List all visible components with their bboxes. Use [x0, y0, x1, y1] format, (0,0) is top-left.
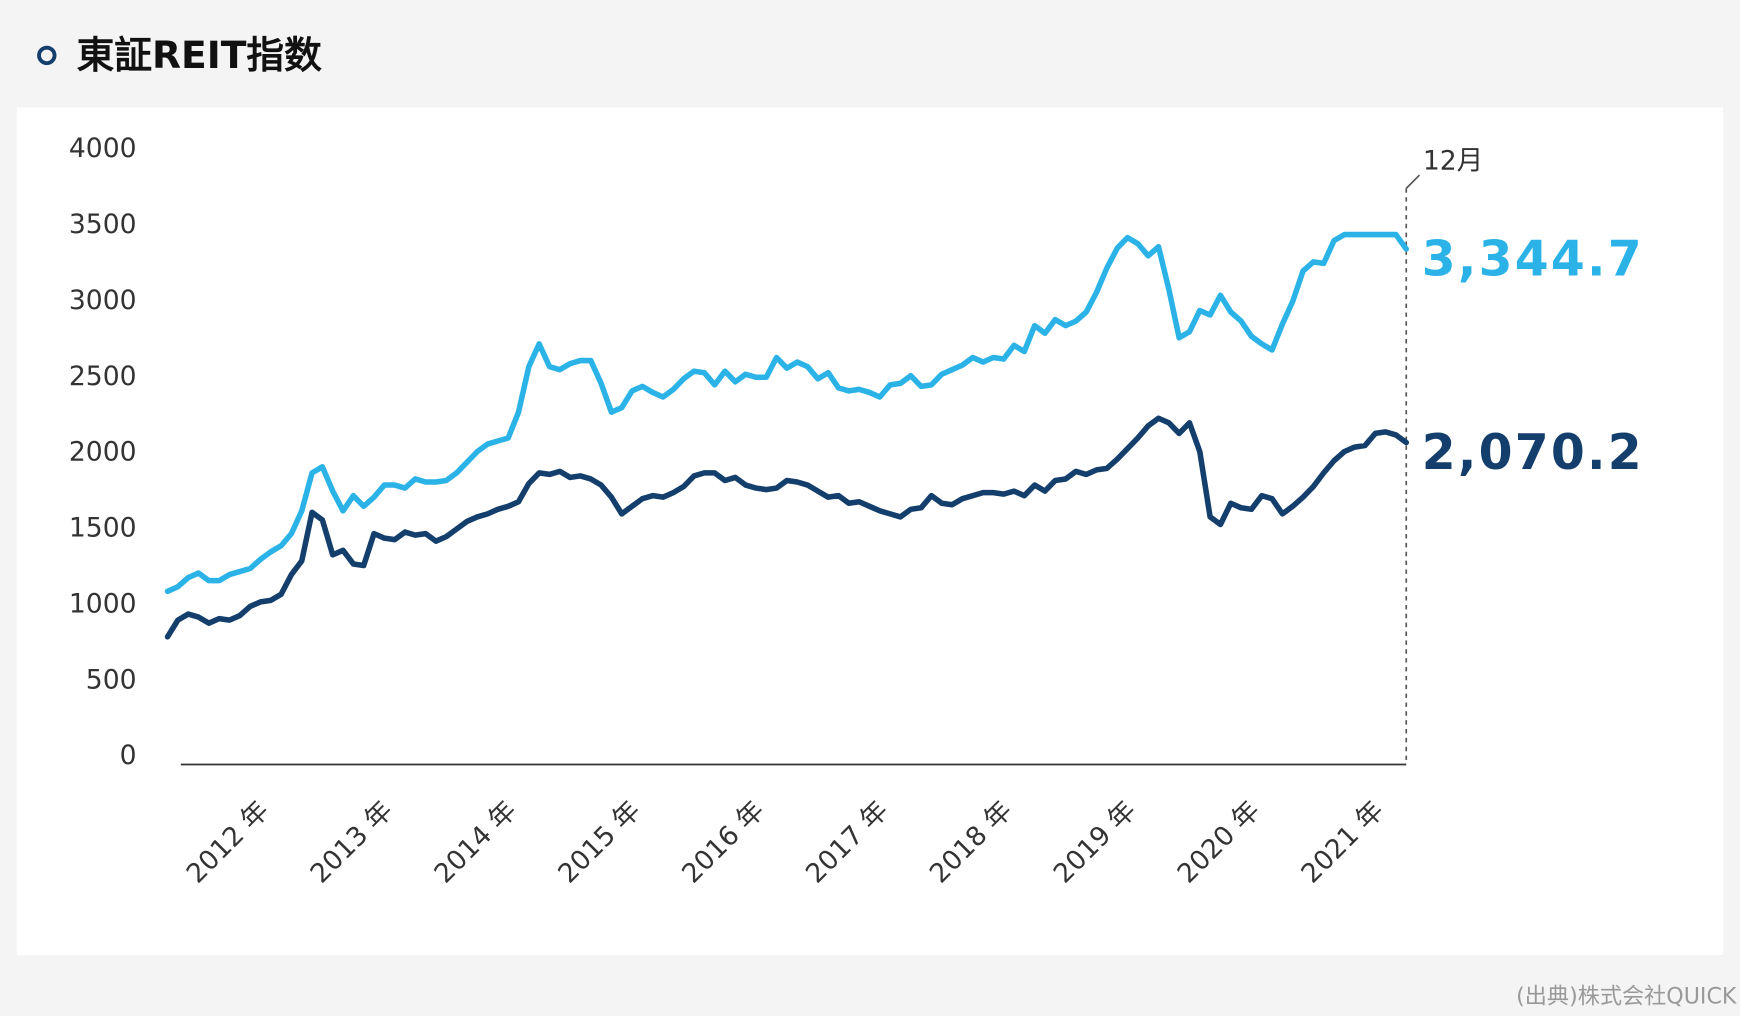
- chart-title: 東証REIT指数: [77, 33, 322, 77]
- annotation: 12月: [1423, 145, 1483, 176]
- y-tick-label: 1000: [69, 588, 137, 619]
- y-tick-label: 1500: [69, 513, 137, 544]
- y-tick-label: 0: [120, 740, 137, 771]
- chart-panel: [16, 107, 1724, 956]
- series-line: [164, 231, 1410, 595]
- y-tick-label: 2500: [69, 361, 137, 392]
- value-label: 3,344.7: [1422, 231, 1644, 287]
- y-tick-label: 2000: [69, 437, 137, 468]
- series-line: [164, 415, 1410, 640]
- y-tick-label: 500: [86, 664, 137, 695]
- y-tick-label: 4000: [69, 133, 137, 164]
- y-tick-label: 3000: [69, 285, 137, 316]
- annotation-leader: [1405, 174, 1421, 189]
- source: (出典)株式会社QUICK: [1516, 984, 1737, 1010]
- title-icon: [37, 45, 57, 66]
- value-label: 2,070.2: [1422, 425, 1644, 481]
- y-tick-label: 3500: [69, 209, 137, 240]
